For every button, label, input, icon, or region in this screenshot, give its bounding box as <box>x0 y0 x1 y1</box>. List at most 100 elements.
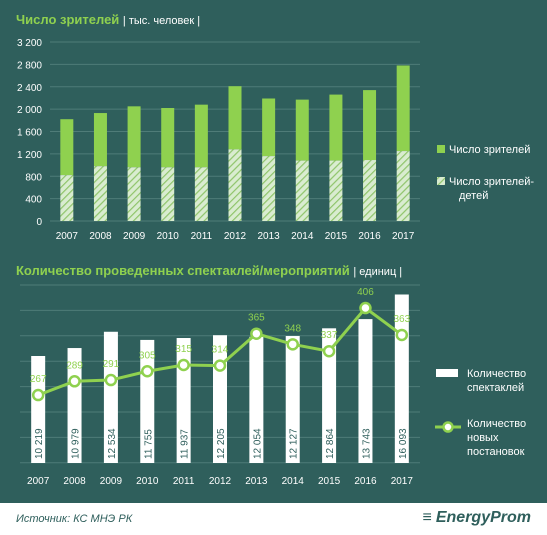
chart2-line-point <box>286 338 299 351</box>
chart2-bar-value-label: 13 743 <box>361 428 372 459</box>
chart2-bar-performances <box>103 331 118 463</box>
chart1-xtick-label: 2016 <box>358 231 381 242</box>
source-text: Источник: КС МНЭ РК <box>16 513 133 525</box>
chart2-line-value-label: 406 <box>357 287 374 298</box>
chart1-xtick-label: 2014 <box>291 231 314 242</box>
chart1-xtick-label: 2017 <box>392 231 415 242</box>
chart1-ytick-label: 2 000 <box>17 105 42 116</box>
chart2-xtick-label: 2013 <box>245 476 268 487</box>
chart2-bar-value-label: 16 093 <box>398 428 409 459</box>
chart1-unit: | тыс. человек | <box>122 15 201 27</box>
chart1-xtick-label: 2007 <box>56 231 79 242</box>
chart2-bar-value-label: 10 979 <box>71 428 82 459</box>
chart1-bar-viewers <box>228 86 242 150</box>
chart1-legend-swatch-viewers <box>437 145 445 153</box>
chart1-bar-children <box>329 160 343 221</box>
chart1-ytick-label: 0 <box>36 217 42 228</box>
chart1-xtick-label: 2013 <box>258 231 281 242</box>
chart1-bar-children <box>161 167 175 221</box>
chart2-xtick-label: 2009 <box>100 476 123 487</box>
chart2-legend-label-new-productions: Количество новых постановок <box>467 418 526 458</box>
chart2-bar-performances <box>358 319 373 463</box>
chart2-line-point <box>395 328 409 342</box>
chart2-unit: | единиц | <box>353 266 403 278</box>
chart2-line-value-label: 267 <box>30 374 47 385</box>
chart2-line-point <box>250 327 263 340</box>
chart1-xtick-label: 2012 <box>224 231 247 242</box>
chart2-xtick-label: 2011 <box>173 476 195 487</box>
chart2-legend-label-new-productions-line2: новых <box>467 432 499 444</box>
chart2-line-value-label: 305 <box>139 350 156 361</box>
chart2-bar-performances <box>31 356 46 463</box>
chart2-xtick-label: 2007 <box>27 476 50 487</box>
chart2-bar-value-label: 12 054 <box>252 428 263 459</box>
chart2-line-point <box>177 358 190 372</box>
chart2-bar-performances <box>249 336 264 463</box>
chart1-ytick-label: 1 200 <box>17 150 42 161</box>
chart1-xtick-label: 2008 <box>89 231 112 242</box>
chart2-xtick-label: 2017 <box>391 476 414 487</box>
chart1-xtick-label: 2015 <box>325 231 348 242</box>
chart1-bar-viewers <box>127 106 141 168</box>
chart2-line-point <box>104 373 118 387</box>
chart1-bar-viewers <box>396 65 410 152</box>
chart2-bar-value-label: 11 937 <box>180 429 191 459</box>
chart1-legend-label-children-line1: Число зрителей- <box>449 176 534 188</box>
chart2-line-value-label: 348 <box>284 323 301 334</box>
chart2-line-value-label: 365 <box>248 313 265 324</box>
chart1-ytick-label: 1 600 <box>17 128 42 139</box>
chart1-bar-viewers <box>93 113 107 167</box>
chart1-bar-viewers <box>329 94 343 161</box>
chart1-xtick-label: 2009 <box>123 231 146 242</box>
chart2-line-value-label: 337 <box>321 330 338 341</box>
chart2-line-point <box>68 375 81 388</box>
chart1-legend-label-viewers: Число зрителей <box>449 144 530 156</box>
chart2-xtick-label: 2012 <box>209 476 232 487</box>
chart1-legend-swatch-children <box>437 177 445 185</box>
chart1-bar-children <box>127 167 141 221</box>
chart2-line-value-label: 363 <box>393 314 410 325</box>
chart2-bar-value-label: 12 864 <box>325 428 336 459</box>
chart2-line-point <box>31 388 45 402</box>
chart1-bar-children <box>93 166 107 221</box>
chart2-line-point <box>322 344 336 358</box>
chart2-line-point <box>359 301 372 315</box>
chart2-bar-value-label: 11 755 <box>143 429 154 459</box>
chart1-legend-label-children: Число зрителей-детей <box>449 176 534 202</box>
chart1-viewers: 0 400 800 1 200 1 600 2 000 2 400 2 800 3 200 200… <box>17 38 534 242</box>
chart2-legend-swatch-performances <box>436 369 458 377</box>
chart2-xtick-label: 2014 <box>282 476 305 487</box>
footer: Источник: КС МНЭ РК ≡ EnergyProm <box>0 503 547 535</box>
chart2-legend-marker-new-productions <box>442 421 454 433</box>
chart1-bar-viewers <box>295 99 309 161</box>
chart1-ytick-label: 400 <box>25 195 42 206</box>
chart1-ytick-label: 2 400 <box>17 83 42 94</box>
chart2-line-value-label: 291 <box>103 359 120 370</box>
chart2-legend-label-performances: Количество спектаклей <box>467 368 526 394</box>
chart2-line-value-label: 315 <box>175 344 192 355</box>
chart2-xtick-label: 2015 <box>318 476 341 487</box>
chart2-legend-label-performances-line1: Количество <box>467 368 526 380</box>
chart1-bar-viewers <box>60 119 74 176</box>
chart2-performances: 10 219 2007 10 979 2008 12 534 2009 11 755 2010… <box>20 284 526 487</box>
chart2-legend-label-new-productions-line1: Количество <box>467 418 526 430</box>
chart1-bar-children <box>194 167 208 221</box>
brand-logo: ≡ EnergyProm <box>423 509 531 527</box>
chart1-bar-viewers <box>161 108 175 168</box>
chart1-xtick-label: 2010 <box>157 231 180 242</box>
chart1-title-text: Число зрителей <box>16 12 120 27</box>
chart2-line-value-label: 314 <box>212 345 229 356</box>
chart1-bar-children <box>262 156 276 221</box>
chart1-bar-children <box>363 160 377 221</box>
chart2-legend-label-new-productions-line3: постановок <box>467 446 525 458</box>
chart2-line-point <box>141 365 154 378</box>
chart1-bar-children <box>396 151 410 221</box>
chart1-ytick-label: 2 800 <box>17 60 42 71</box>
chart1-legend-label-children-line2: детей <box>459 190 488 202</box>
chart2-bar-value-label: 10 219 <box>34 428 45 459</box>
chart1-bar-viewers <box>194 104 208 168</box>
chart2-bar-value-label: 12 534 <box>107 428 118 459</box>
chart1-xtick-label: 2011 <box>191 231 213 242</box>
chart2-bar-performances <box>285 336 300 463</box>
